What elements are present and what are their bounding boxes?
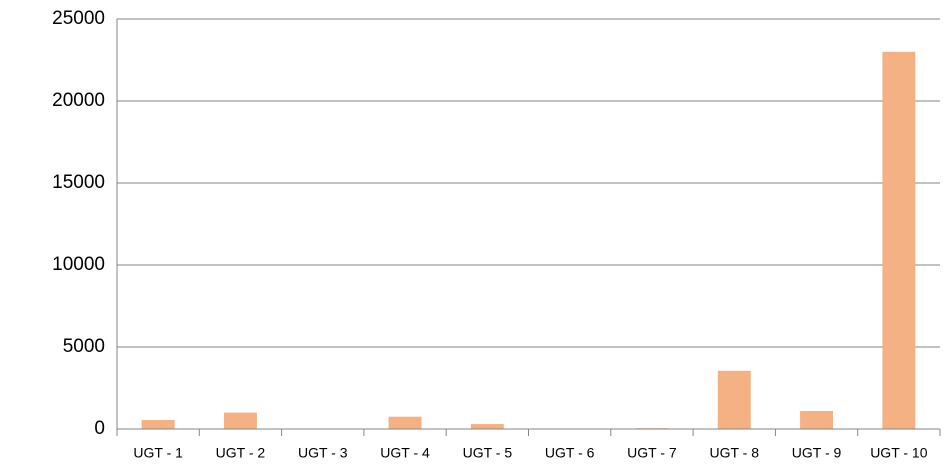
x-tick-label: UGT - 7 <box>627 445 677 461</box>
bar <box>717 370 751 429</box>
x-tick-label: UGT - 9 <box>792 445 842 461</box>
y-tick-label: 10000 <box>52 254 105 275</box>
y-tick-label: 0 <box>94 418 105 439</box>
bar <box>388 416 422 429</box>
y-tick-label: 25000 <box>52 8 105 29</box>
y-tick-label: 5000 <box>63 336 105 357</box>
x-tick-label: UGT - 4 <box>380 445 430 461</box>
bar <box>470 424 504 429</box>
x-tick-label: UGT - 5 <box>463 445 513 461</box>
x-tick-label: UGT - 1 <box>133 445 183 461</box>
x-tick-label: UGT - 6 <box>545 445 595 461</box>
x-tick-label: UGT - 2 <box>216 445 266 461</box>
x-tick-label: UGT - 8 <box>709 445 759 461</box>
bar <box>882 51 916 430</box>
bar <box>223 412 257 429</box>
bar <box>800 410 834 429</box>
bar <box>141 419 175 429</box>
y-tick-label: 15000 <box>52 172 105 193</box>
x-tick-label: UGT - 3 <box>298 445 348 461</box>
y-tick-label: 20000 <box>52 90 105 111</box>
x-tick-label: UGT - 10 <box>870 445 928 461</box>
